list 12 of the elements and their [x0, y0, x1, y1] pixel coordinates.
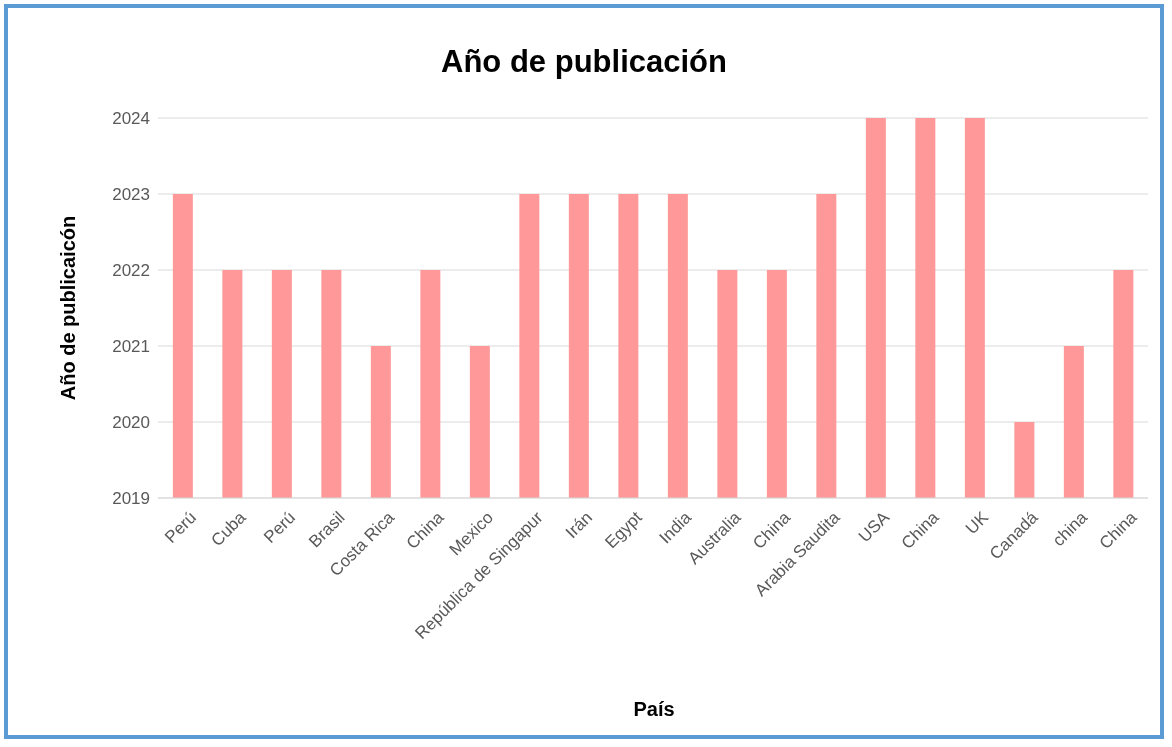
y-tick-label: 2023: [112, 185, 150, 205]
x-tick-label: Irán: [561, 507, 597, 543]
y-tick-label: 2024: [112, 109, 150, 129]
y-axis-title: Año de publicaicón: [56, 215, 80, 401]
chart-title: Año de publicación: [440, 44, 728, 80]
y-tick-label: 2019: [112, 489, 150, 509]
x-tick-label: USA: [854, 507, 894, 547]
y-tick-label: 2022: [112, 261, 150, 281]
y-tick-label: 2021: [112, 337, 150, 357]
x-axis-title: País: [632, 698, 676, 721]
y-tick-label: 2020: [112, 413, 150, 433]
x-tick-label: UK: [961, 507, 993, 539]
